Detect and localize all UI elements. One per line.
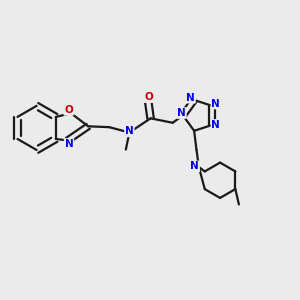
Text: N: N (190, 161, 199, 171)
Text: N: N (125, 126, 134, 136)
Text: O: O (64, 105, 73, 115)
Text: N: N (212, 120, 220, 130)
Text: N: N (177, 108, 186, 118)
Text: O: O (144, 92, 153, 102)
Text: N: N (186, 93, 195, 103)
Text: N: N (212, 98, 220, 109)
Text: N: N (64, 139, 74, 149)
